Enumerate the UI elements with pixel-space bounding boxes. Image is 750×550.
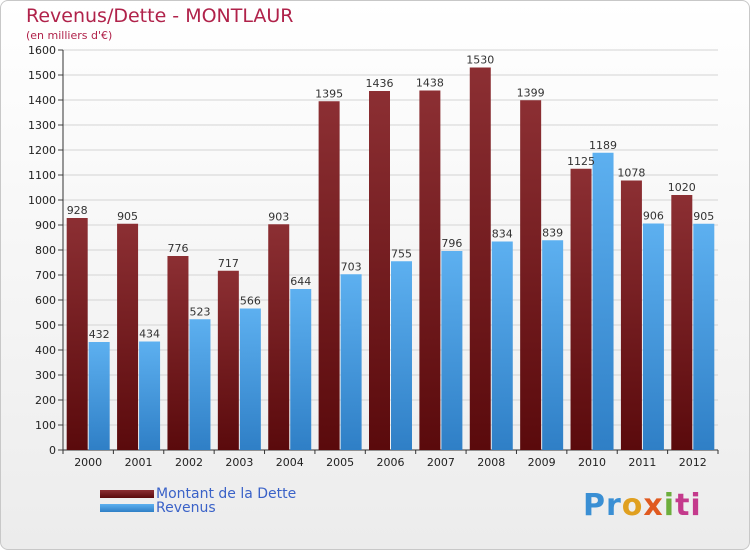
bar-dette: [66, 218, 88, 450]
x-tick-label: 2004: [276, 456, 304, 469]
data-label-revenus: 523: [189, 305, 210, 318]
data-label-dette: 928: [67, 204, 88, 217]
y-tick-label: 600: [35, 294, 56, 307]
y-tick-label: 0: [49, 444, 56, 457]
data-label-dette: 717: [218, 257, 239, 270]
bar-revenus: [542, 240, 564, 450]
y-tick-label: 1000: [28, 194, 56, 207]
legend-label-dette: Montant de la Dette: [156, 486, 297, 502]
data-label-revenus: 703: [341, 260, 362, 273]
data-label-dette: 1436: [366, 77, 394, 90]
y-tick-label: 1600: [28, 44, 56, 57]
bar-revenus: [88, 342, 110, 450]
bar-dette: [419, 90, 441, 450]
bar-revenus: [340, 274, 362, 450]
data-label-dette: 905: [117, 210, 138, 223]
bar-dette: [570, 168, 592, 450]
data-label-revenus: 432: [89, 328, 110, 341]
x-tick-label: 2002: [175, 456, 203, 469]
bar-revenus: [139, 341, 161, 450]
bar-dette: [520, 100, 542, 450]
y-tick-label: 700: [35, 269, 56, 282]
y-tick-label: 1400: [28, 94, 56, 107]
data-label-revenus: 905: [693, 210, 714, 223]
chart-title: Revenus/Dette - MONTLAUR: [26, 5, 294, 27]
bar-revenus: [693, 223, 715, 450]
x-tick-label: 2001: [125, 456, 153, 469]
x-tick-label: 2007: [427, 456, 455, 469]
bar-revenus: [290, 289, 312, 450]
x-tick-label: 2008: [477, 456, 505, 469]
data-label-revenus: 434: [139, 328, 160, 341]
y-tick-label: 1200: [28, 144, 56, 157]
bar-dette: [620, 180, 642, 450]
legend-item-revenus: Revenus: [100, 500, 216, 516]
proxiti-logo: Proxiti: [583, 488, 702, 523]
legend-swatch-revenus: [100, 504, 154, 512]
y-tick-label: 300: [35, 369, 56, 382]
y-tick-label: 800: [35, 244, 56, 257]
x-tick-label: 2010: [578, 456, 606, 469]
data-label-dette: 776: [167, 242, 188, 255]
bar-revenus: [592, 152, 614, 450]
y-tick-label: 1500: [28, 69, 56, 82]
data-label-revenus: 796: [441, 237, 462, 250]
x-tick-label: 2009: [528, 456, 556, 469]
data-label-dette: 1125: [567, 155, 595, 168]
data-label-revenus: 839: [542, 226, 563, 239]
bar-dette: [369, 91, 390, 450]
data-label-revenus: 834: [492, 228, 513, 241]
bar-dette: [268, 224, 290, 450]
bar-dette: [318, 101, 340, 450]
bar-revenus: [239, 308, 261, 450]
x-tick-label: 2005: [326, 456, 354, 469]
bar-revenus: [441, 251, 463, 450]
data-label-dette: 1395: [315, 87, 343, 100]
x-tick-label: 2003: [225, 456, 253, 469]
data-label-dette: 1438: [416, 77, 444, 90]
y-tick-label: 900: [35, 219, 56, 232]
x-tick-label: 2000: [74, 456, 102, 469]
data-label-revenus: 755: [391, 247, 412, 260]
bar-revenus: [391, 261, 412, 450]
data-label-revenus: 566: [240, 295, 261, 308]
x-tick-label: 2006: [377, 456, 405, 469]
y-tick-label: 1100: [28, 169, 56, 182]
bar-dette: [671, 195, 693, 450]
bar-revenus: [189, 319, 211, 450]
y-tick-label: 500: [35, 319, 56, 332]
bar-dette: [167, 256, 189, 450]
data-label-dette: 1530: [466, 54, 494, 67]
data-label-dette: 1020: [668, 181, 696, 194]
data-label-revenus: 644: [290, 275, 311, 288]
data-label-dette: 1078: [617, 167, 645, 180]
bar-dette: [217, 270, 239, 450]
data-label-revenus: 906: [643, 210, 664, 223]
legend-label-revenus: Revenus: [156, 500, 216, 516]
bar-revenus: [491, 241, 513, 450]
bar-dette: [117, 223, 139, 450]
data-label-revenus: 1189: [589, 139, 617, 152]
x-tick-label: 2012: [679, 456, 707, 469]
y-tick-label: 400: [35, 344, 56, 357]
data-label-dette: 1399: [517, 86, 545, 99]
x-tick-label: 2011: [628, 456, 656, 469]
data-label-dette: 903: [268, 210, 289, 223]
legend-swatch-dette: [100, 490, 154, 498]
y-tick-label: 1300: [28, 119, 56, 132]
bar-revenus: [642, 223, 664, 450]
y-tick-label: 200: [35, 394, 56, 407]
bar-dette: [469, 67, 491, 450]
y-tick-label: 100: [35, 419, 56, 432]
legend-item-dette: Montant de la Dette: [100, 486, 296, 502]
chart-subtitle: (en milliers d'€): [26, 29, 113, 42]
